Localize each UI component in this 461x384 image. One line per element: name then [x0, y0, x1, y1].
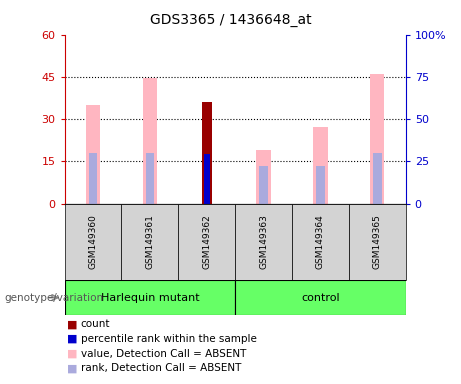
Bar [143, 78, 157, 204]
Text: GSM149363: GSM149363 [259, 215, 268, 269]
Bar [316, 166, 325, 204]
Bar [201, 102, 212, 204]
Text: control: control [301, 293, 340, 303]
Bar [313, 127, 327, 204]
Bar [349, 204, 406, 280]
Bar [292, 204, 349, 280]
Bar [65, 204, 121, 280]
Bar [259, 166, 268, 204]
Bar [373, 153, 382, 204]
Bar [65, 280, 235, 315]
Bar [235, 280, 406, 315]
Bar [121, 204, 178, 280]
Text: rank, Detection Call = ABSENT: rank, Detection Call = ABSENT [81, 363, 241, 373]
Text: ■: ■ [67, 334, 77, 344]
Text: GDS3365 / 1436648_at: GDS3365 / 1436648_at [150, 13, 311, 27]
Text: genotype/variation: genotype/variation [5, 293, 104, 303]
Text: GSM149361: GSM149361 [145, 215, 154, 269]
Text: count: count [81, 319, 110, 329]
Text: ■: ■ [67, 363, 77, 373]
Text: value, Detection Call = ABSENT: value, Detection Call = ABSENT [81, 349, 246, 359]
Bar [256, 150, 271, 204]
Bar [146, 153, 154, 204]
Bar [370, 74, 384, 204]
Bar [86, 105, 100, 204]
Text: Harlequin mutant: Harlequin mutant [100, 293, 199, 303]
Text: ■: ■ [67, 319, 77, 329]
Bar [89, 153, 97, 204]
Bar [204, 154, 209, 204]
Text: GSM149365: GSM149365 [373, 215, 382, 269]
Bar [178, 204, 235, 280]
Text: GSM149364: GSM149364 [316, 215, 325, 269]
Text: percentile rank within the sample: percentile rank within the sample [81, 334, 257, 344]
Bar [235, 204, 292, 280]
Text: GSM149362: GSM149362 [202, 215, 211, 269]
Text: GSM149360: GSM149360 [89, 215, 97, 269]
Text: ■: ■ [67, 349, 77, 359]
